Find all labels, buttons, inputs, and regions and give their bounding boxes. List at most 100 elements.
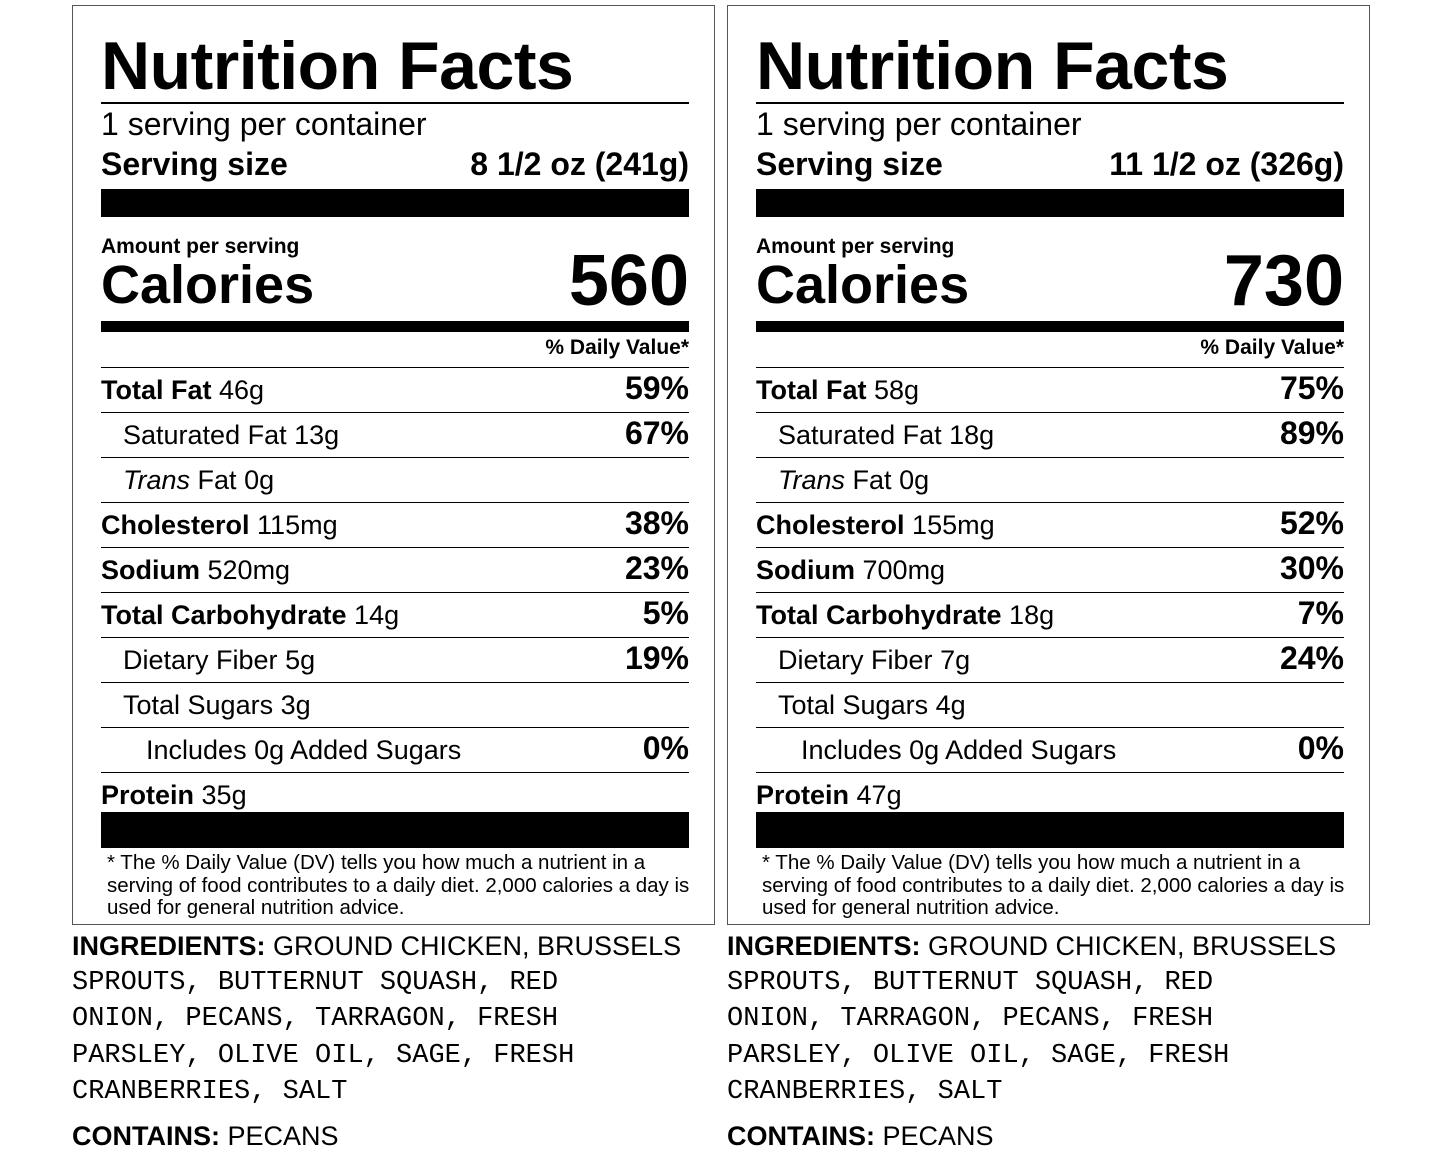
- nutrient-row-cholesterol: Cholesterol 155mg 52%: [756, 502, 1344, 547]
- nutrient-amount: 13g: [294, 420, 340, 450]
- nutrient-row-cholesterol: Cholesterol 115mg 38%: [101, 502, 689, 547]
- nutrient-name: Saturated Fat: [778, 420, 942, 450]
- nutrient-row-total-carbohydrate: Total Carbohydrate 14g 5%: [101, 592, 689, 637]
- calories-label: Calories: [756, 255, 970, 315]
- nutrient-amount: 0g: [899, 465, 930, 495]
- daily-value-footnote: * The % Daily Value (DV) tells you how m…: [107, 851, 690, 919]
- servings-per-container: 1 serving per container: [756, 106, 1082, 142]
- ingredients-text-rest: SPROUTS, BUTTERNUT SQUASH, RED ONION, TA…: [727, 967, 1230, 1108]
- allergen-statement: CONTAINS: PECANS: [72, 1120, 339, 1153]
- contains-value: PECANS: [227, 1121, 339, 1151]
- nutrient-row-total-fat: Total Fat 58g 75%: [756, 367, 1344, 412]
- nutrient-dv: 30%: [1279, 550, 1344, 586]
- nutrient-name: Includes 0g Added Sugars: [146, 735, 462, 765]
- thick-divider: [756, 189, 1344, 217]
- nutrient-dv: 23%: [624, 550, 689, 586]
- nutrient-name: Protein: [101, 780, 195, 810]
- nutrient-name: Dietary Fiber: [123, 645, 278, 675]
- contains-label: CONTAINS:: [727, 1121, 875, 1151]
- nutrient-dv: 89%: [1279, 415, 1344, 451]
- medium-divider: [101, 321, 689, 332]
- nutrient-row-trans-fat: Trans Fat 0g: [101, 457, 689, 502]
- nutrient-row-trans-fat: Trans Fat 0g: [756, 457, 1344, 502]
- nutrient-amount: 700mg: [862, 555, 946, 585]
- daily-value-header: % Daily Value*: [1200, 336, 1344, 359]
- nutrient-row-saturated-fat: Saturated Fat 18g 89%: [756, 412, 1344, 457]
- nutrient-amount: 47g: [856, 780, 902, 810]
- nutrient-row-added-sugars: Includes 0g Added Sugars 0%: [101, 727, 689, 772]
- nutrient-amount: 7g: [940, 645, 971, 675]
- nutrient-row-protein: Protein 47g: [756, 772, 1344, 817]
- nutrient-name-italic: Trans: [123, 465, 191, 495]
- serving-size-value: 8 1/2 oz (241g): [470, 146, 689, 182]
- nutrient-dv: 67%: [624, 415, 689, 451]
- thick-divider: [101, 189, 689, 217]
- nutrient-row-saturated-fat: Saturated Fat 13g 67%: [101, 412, 689, 457]
- daily-value-header: % Daily Value*: [545, 336, 689, 359]
- ingredients-block: INGREDIENTS: GROUND CHICKEN, BRUSSELS SP…: [72, 930, 722, 1110]
- nutrient-name: Protein: [756, 780, 850, 810]
- nutrient-row-total-carbohydrate: Total Carbohydrate 18g 7%: [756, 592, 1344, 637]
- nutrient-name: Fat: [852, 465, 892, 495]
- nutrient-row-protein: Protein 35g: [101, 772, 689, 817]
- nutrient-dv: 7%: [1297, 595, 1344, 631]
- serving-size-row: Serving size 11 1/2 oz (326g): [756, 145, 1344, 183]
- amount-per-serving: Amount per serving: [101, 235, 300, 258]
- nutrient-dv: 24%: [1279, 640, 1344, 676]
- nutrient-row-total-sugars: Total Sugars 4g: [756, 682, 1344, 727]
- label-title: Nutrition Facts: [101, 28, 574, 104]
- nutrient-amount: 3g: [280, 690, 311, 720]
- calories-value: 560: [568, 241, 689, 321]
- nutrient-amount: 58g: [874, 375, 920, 405]
- nutrient-dv: 0%: [1297, 730, 1344, 766]
- divider: [101, 102, 689, 104]
- serving-size-label: Serving size: [101, 146, 288, 182]
- nutrient-amount: 18g: [949, 420, 995, 450]
- serving-size-row: Serving size 8 1/2 oz (241g): [101, 145, 689, 183]
- nutrient-amount: 35g: [201, 780, 247, 810]
- nutrient-name: Sodium: [101, 555, 200, 585]
- label-title: Nutrition Facts: [756, 28, 1229, 104]
- nutrient-name: Sodium: [756, 555, 855, 585]
- nutrient-row-total-sugars: Total Sugars 3g: [101, 682, 689, 727]
- nutrient-amount: 14g: [354, 600, 400, 630]
- nutrient-name: Dietary Fiber: [778, 645, 933, 675]
- amount-per-serving: Amount per serving: [756, 235, 955, 258]
- nutrient-name: Total Fat: [101, 375, 212, 405]
- calories-value: 730: [1223, 241, 1344, 321]
- ingredients-label: INGREDIENTS:: [727, 931, 921, 961]
- nutrient-row-total-fat: Total Fat 46g 59%: [101, 367, 689, 412]
- nutrient-amount: 18g: [1009, 600, 1055, 630]
- nutrient-dv: 38%: [624, 505, 689, 541]
- medium-divider: [756, 321, 1344, 332]
- nutrient-name: Cholesterol: [756, 510, 905, 540]
- serving-size-label: Serving size: [756, 146, 943, 182]
- ingredients-label: INGREDIENTS:: [72, 931, 266, 961]
- ingredients-text-first: GROUND CHICKEN, BRUSSELS: [928, 931, 1337, 961]
- nutrient-name: Total Fat: [756, 375, 867, 405]
- nutrient-name: Cholesterol: [101, 510, 250, 540]
- ingredients-text-first: GROUND CHICKEN, BRUSSELS: [273, 931, 682, 961]
- daily-value-footnote: * The % Daily Value (DV) tells you how m…: [762, 851, 1345, 919]
- nutrient-list: Total Fat 58g 75% Saturated Fat 18g 89% …: [756, 367, 1344, 817]
- nutrient-name: Total Carbohydrate: [756, 600, 1002, 630]
- allergen-statement: CONTAINS: PECANS: [727, 1120, 994, 1153]
- nutrient-name-italic: Trans: [778, 465, 846, 495]
- nutrient-dv: 52%: [1279, 505, 1344, 541]
- nutrient-name: Total Sugars: [778, 690, 929, 720]
- nutrient-row-dietary-fiber: Dietary Fiber 7g 24%: [756, 637, 1344, 682]
- nutrient-row-added-sugars: Includes 0g Added Sugars 0%: [756, 727, 1344, 772]
- nutrient-amount: 520mg: [207, 555, 291, 585]
- nutrient-row-sodium: Sodium 520mg 23%: [101, 547, 689, 592]
- divider: [756, 102, 1344, 104]
- nutrient-amount: 115mg: [257, 510, 338, 540]
- nutrient-dv: 75%: [1279, 370, 1344, 406]
- nutrient-amount: 5g: [285, 645, 316, 675]
- nutrient-row-dietary-fiber: Dietary Fiber 5g 19%: [101, 637, 689, 682]
- nutrient-name: Fat: [197, 465, 237, 495]
- nutrient-dv: 19%: [624, 640, 689, 676]
- nutrient-name: Includes 0g Added Sugars: [801, 735, 1117, 765]
- bottom-thick-divider: [756, 812, 1344, 848]
- nutrition-label-box: Nutrition Facts 1 serving per container …: [727, 5, 1370, 925]
- nutrient-amount: 4g: [935, 690, 966, 720]
